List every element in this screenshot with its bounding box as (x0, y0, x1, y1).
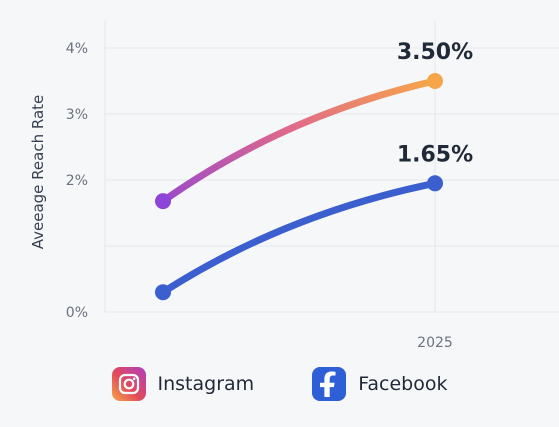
y-tick-label: 3% (66, 107, 88, 123)
data-point-facebook-end (427, 175, 443, 192)
legend-label-instagram: Instagram (157, 373, 255, 395)
y-axis-ticks: 0% 2% 3% 4% (66, 41, 88, 321)
x-tick-label: 2025 (417, 335, 453, 351)
y-tick-label: 4% (66, 41, 88, 57)
data-label-facebook: 1.65% (397, 142, 473, 167)
data-point-instagram-end (427, 73, 443, 89)
data-label-instagram: 3.50% (397, 40, 473, 65)
series-line-facebook (159, 179, 439, 296)
legend-label-facebook: Facebook (358, 373, 448, 395)
y-tick-label: 2% (66, 173, 88, 189)
data-point-instagram-start (155, 193, 171, 210)
y-axis-label: Aveeage Reach Rate (29, 95, 47, 250)
legend-item-instagram[interactable]: Instagram (111, 367, 255, 401)
x-axis-ticks: 2025 (417, 335, 453, 351)
series-line-instagram (159, 77, 439, 205)
data-labels-layer: 3.50% 1.65% (397, 40, 473, 167)
grid-lines (104, 20, 559, 313)
data-point-facebook-start (155, 284, 171, 301)
legend-item-facebook[interactable]: Facebook (312, 367, 447, 401)
reach-rate-chart: 0% 2% 3% 4% 2025 Aveeage Reach Rate 3.50% 1.… (29, 20, 559, 351)
instagram-icon (111, 367, 146, 401)
series-layer (155, 73, 443, 301)
y-tick-label: 0% (66, 305, 88, 321)
legend: Instagram Facebook (0, 362, 559, 406)
facebook-icon (312, 367, 347, 401)
